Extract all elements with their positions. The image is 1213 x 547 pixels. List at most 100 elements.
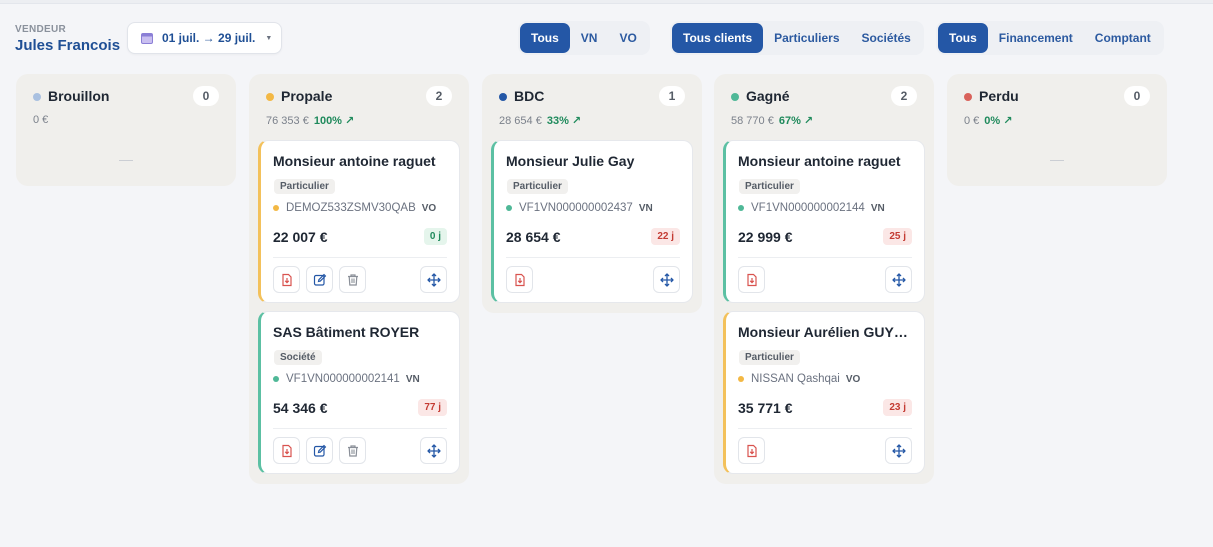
column-title: Brouillon: [48, 88, 110, 104]
column-gagne: Gagné 2 58 770 €67% ↗ Monsieur antoine ragu…: [714, 74, 934, 484]
date-range-value: 01 juil. → 29 juil.: [162, 31, 256, 45]
vehicle-kind: VN: [638, 202, 653, 214]
vehicle-ref-text: VF1VN000000002144: [751, 202, 865, 214]
column-total: 76 353 €100% ↗: [266, 115, 355, 127]
empty-placeholder: —: [1050, 151, 1064, 167]
payment-type-filter: Tous Financement Comptant: [936, 21, 1164, 55]
card-divider: [738, 428, 912, 429]
trash-icon: [346, 444, 360, 458]
vehicle-reference: NISSAN Qashqai VO: [738, 373, 860, 385]
move-button[interactable]: [653, 266, 680, 293]
deal-card[interactable]: SAS Bâtiment ROYER Société VF1VN0000000021…: [258, 311, 460, 474]
download-button[interactable]: [506, 266, 533, 293]
column-perdu: Perdu 0 0 €0% ↗ —: [947, 74, 1167, 186]
card-divider: [506, 257, 680, 258]
card-divider: [273, 428, 447, 429]
column-title: Propale: [281, 88, 333, 104]
download-button[interactable]: [273, 266, 300, 293]
vehicle-kind: VN: [405, 373, 420, 385]
chevron-down-icon: ▼: [265, 34, 273, 42]
vendor-block: VENDEUR Jules Francois: [15, 24, 120, 54]
vehicle-reference: VF1VN000000002144 VN: [738, 202, 885, 214]
column-total: 0 €: [33, 114, 49, 126]
calendar-icon: [141, 33, 153, 44]
edit-button[interactable]: [306, 437, 333, 464]
column-propale: Propale 2 76 353 €100% ↗ Monsieur antoine r…: [249, 74, 469, 484]
deal-card[interactable]: Monsieur antoine raguet Particulier VF1VN0…: [723, 140, 925, 303]
client-name: Monsieur Julie Gay: [506, 153, 635, 169]
deal-card[interactable]: Monsieur Julie Gay Particulier VF1VN000000…: [491, 140, 693, 303]
move-button[interactable]: [885, 266, 912, 293]
vehicle-filter-option[interactable]: Tous: [520, 23, 570, 53]
date-range-picker[interactable]: 01 juil. → 29 juil. ▼: [127, 22, 282, 54]
vehicle-status-dot: [738, 205, 744, 211]
column-bdc: BDC 1 28 654 €33% ↗ Monsieur Julie Gay Parti…: [482, 74, 702, 313]
vehicle-filter-option[interactable]: VO: [619, 31, 637, 45]
vehicle-type-filter: Tous VN VO: [518, 21, 650, 55]
vehicle-status-dot: [506, 205, 512, 211]
edit-button[interactable]: [306, 266, 333, 293]
column-header: Perdu 0 0 €0% ↗: [947, 74, 1167, 132]
vehicle-reference: VF1VN000000002437 VN: [506, 202, 653, 214]
conversion-rate: 67% ↗: [778, 115, 814, 127]
delete-button[interactable]: [339, 266, 366, 293]
client-name: Monsieur antoine raguet: [273, 153, 436, 169]
column-header: Brouillon 0 0 €: [16, 74, 236, 132]
pdf-download-icon: [745, 273, 759, 287]
client-filter-option[interactable]: Tous clients: [672, 23, 764, 53]
vehicle-reference: DEMOZ533ZSMV30QAB VO: [273, 202, 436, 214]
deal-price: 22 999 €: [738, 229, 793, 245]
status-dot: [33, 93, 41, 101]
status-dot: [964, 93, 972, 101]
conversion-rate: 100% ↗: [313, 115, 355, 127]
column-total: 28 654 €33% ↗: [499, 115, 582, 127]
move-icon: [891, 272, 906, 287]
client-filter-option[interactable]: Sociétés: [861, 31, 911, 45]
payment-filter-option[interactable]: Financement: [998, 31, 1073, 45]
download-button[interactable]: [273, 437, 300, 464]
move-button[interactable]: [420, 437, 447, 464]
column-brouillon: Brouillon 0 0 € —: [16, 74, 236, 186]
payment-filter-option[interactable]: Comptant: [1094, 31, 1151, 45]
deal-card[interactable]: Monsieur antoine raguet Particulier DEMOZ5…: [258, 140, 460, 303]
vehicle-ref-text: VF1VN000000002141: [286, 373, 400, 385]
card-actions: [506, 266, 533, 293]
vehicle-kind: VN: [870, 202, 885, 214]
age-badge: 77 j: [418, 399, 447, 416]
column-header: BDC 1 28 654 €33% ↗: [482, 74, 702, 132]
client-type-filter: Tous clients Particuliers Sociétés: [670, 21, 924, 55]
deal-price: 22 007 €: [273, 229, 328, 245]
status-dot: [499, 93, 507, 101]
move-icon: [659, 272, 674, 287]
age-badge: 0 j: [423, 228, 447, 245]
deal-price: 35 771 €: [738, 400, 793, 416]
download-button[interactable]: [738, 266, 765, 293]
vehicle-status-dot: [273, 376, 279, 382]
edit-icon: [313, 444, 327, 458]
conversion-rate: 0% ↗: [984, 115, 1013, 127]
move-icon: [426, 272, 441, 287]
client-type-badge: Particulier: [507, 179, 568, 194]
vehicle-filter-option[interactable]: VN: [580, 31, 598, 45]
deal-card[interactable]: Monsieur Aurélien GUYON Particulier NISSAN…: [723, 311, 925, 474]
move-button[interactable]: [885, 437, 912, 464]
edit-icon: [313, 273, 327, 287]
vendor-label: VENDEUR: [15, 24, 66, 35]
vehicle-kind: VO: [845, 373, 861, 385]
client-type-badge: Particulier: [739, 179, 800, 194]
client-name: Monsieur Aurélien GUYON: [738, 324, 914, 340]
empty-placeholder: —: [119, 151, 133, 167]
payment-filter-option[interactable]: Tous: [938, 23, 988, 53]
download-button[interactable]: [738, 437, 765, 464]
card-actions: [738, 437, 765, 464]
column-header: Propale 2 76 353 €100% ↗: [249, 74, 469, 132]
client-filter-option[interactable]: Particuliers: [774, 31, 840, 45]
column-header: Gagné 2 58 770 €67% ↗: [714, 74, 934, 132]
deal-price: 54 346 €: [273, 400, 328, 416]
delete-button[interactable]: [339, 437, 366, 464]
client-name: Monsieur antoine raguet: [738, 153, 901, 169]
count-badge: 0: [1124, 86, 1150, 106]
move-button[interactable]: [420, 266, 447, 293]
count-badge: 0: [193, 86, 219, 106]
column-total: 0 €0% ↗: [964, 115, 1013, 127]
